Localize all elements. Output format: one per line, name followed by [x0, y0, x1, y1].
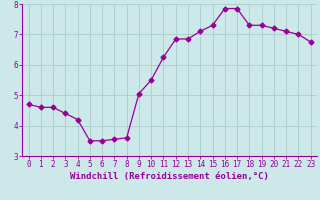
X-axis label: Windchill (Refroidissement éolien,°C): Windchill (Refroidissement éolien,°C) — [70, 172, 269, 181]
